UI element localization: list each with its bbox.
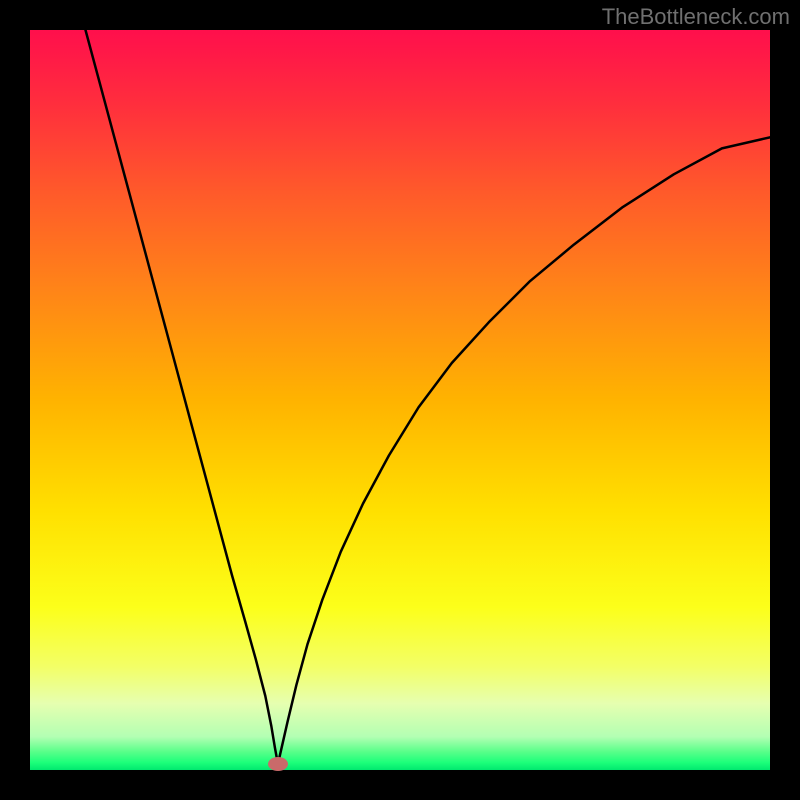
minimum-marker: [268, 757, 288, 771]
bottleneck-curve: [30, 30, 770, 770]
frame-right: [770, 0, 800, 800]
frame-bottom: [0, 770, 800, 800]
watermark-text: TheBottleneck.com: [602, 4, 790, 30]
chart-canvas: TheBottleneck.com: [0, 0, 800, 800]
frame-left: [0, 0, 30, 800]
